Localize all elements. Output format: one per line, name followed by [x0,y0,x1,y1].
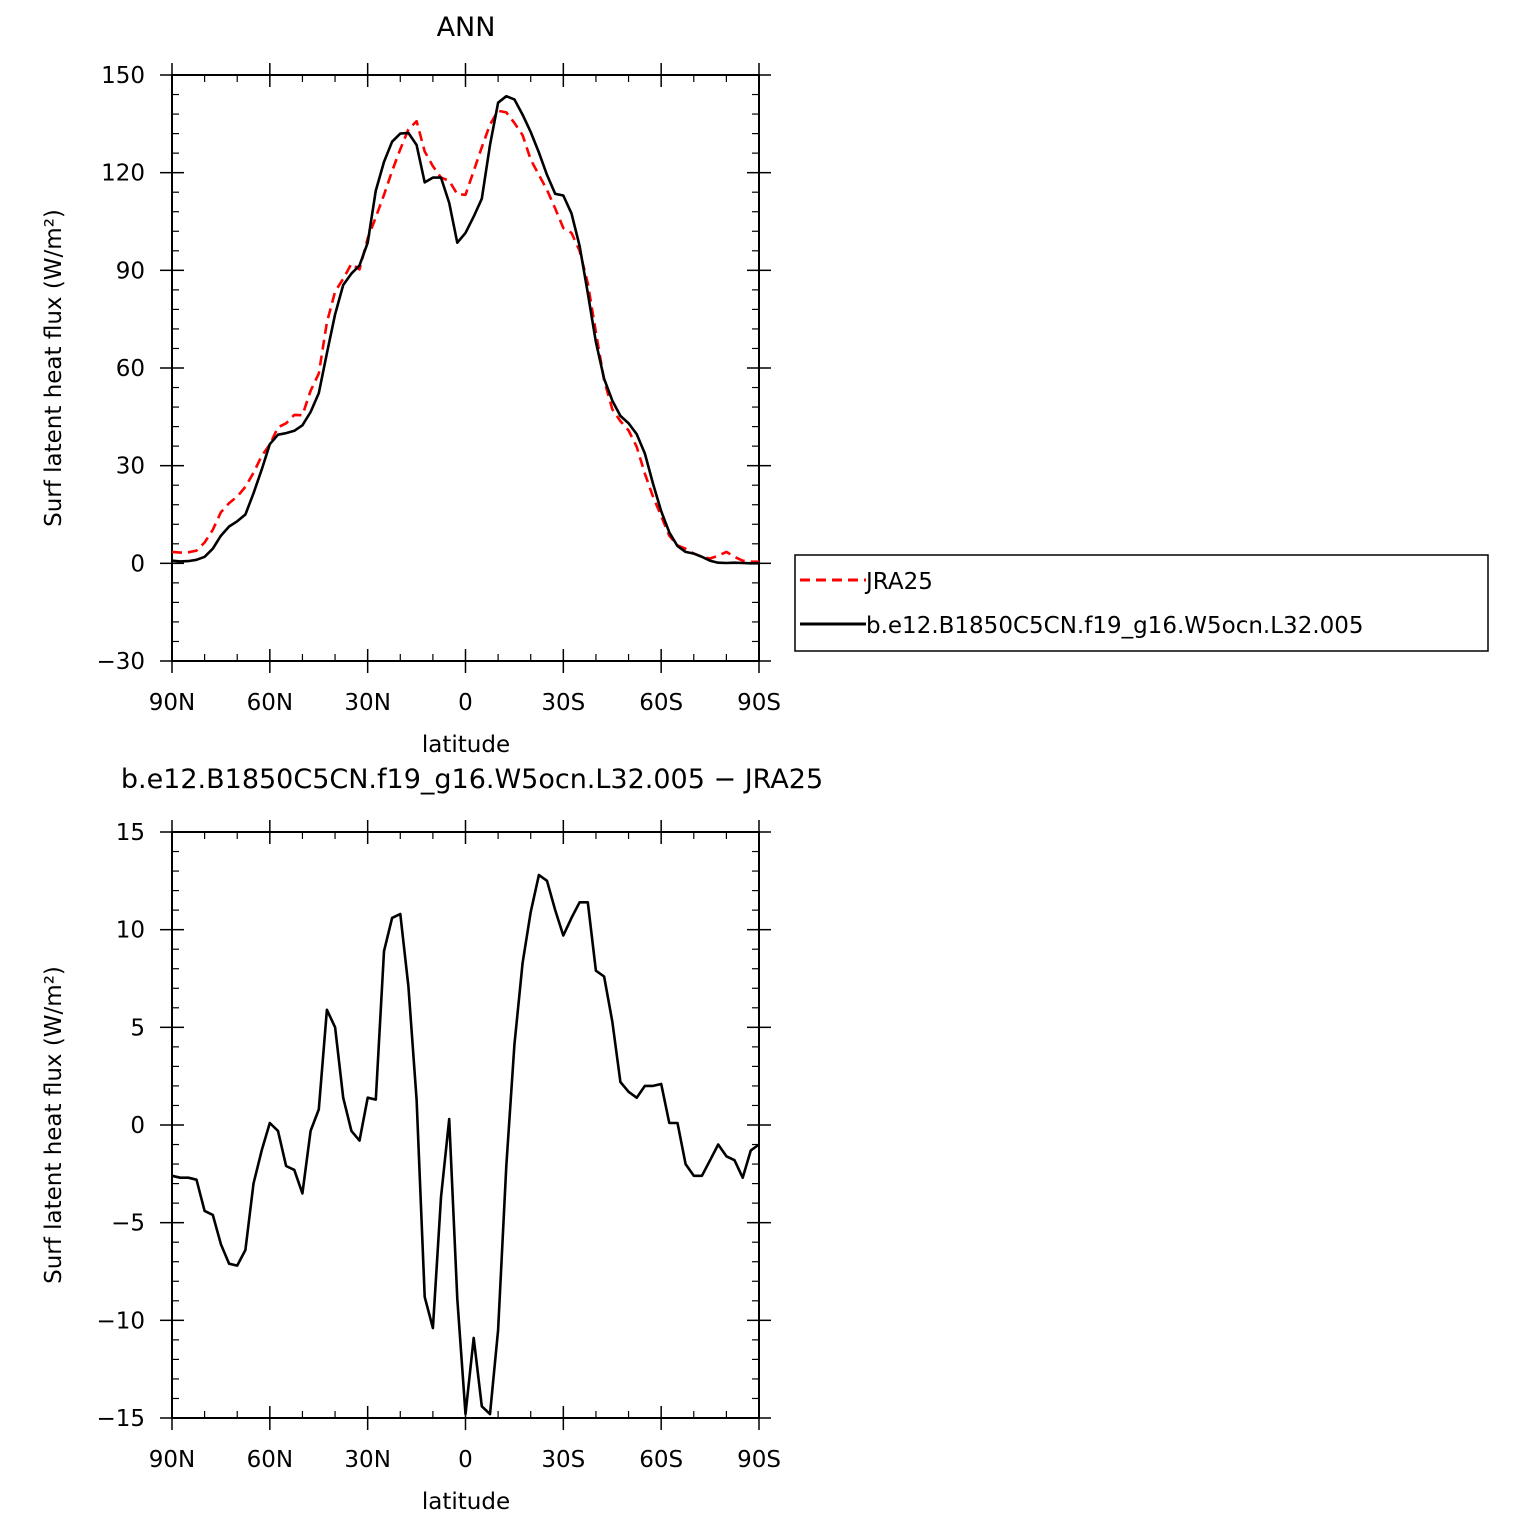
y-tick-label: −15 [96,1406,145,1432]
chart-title: ANN [437,12,496,43]
x-tick-label: 90N [149,1447,195,1473]
y-tick-label: 60 [116,356,145,382]
x-tick-label: 90N [149,690,195,716]
top-panel: ANN 90N 60N 30N 0 30S 60S 90S−300306090120150 … [41,12,781,758]
y-tick-label: 0 [130,1113,145,1139]
chart-title: b.e12.B1850C5CN.f19_g16.W5ocn.L32.005 − … [121,764,823,795]
x-tick-label: 30S [541,690,585,716]
x-tick-label: 90S [737,1447,781,1473]
x-tick-label: 0 [458,1447,473,1473]
y-tick-label: −5 [111,1211,145,1237]
x-tick-label: 30N [344,1447,390,1473]
plot-frame [171,831,760,1419]
bottom-panel: b.e12.B1850C5CN.f19_g16.W5ocn.L32.005 − … [41,764,823,1515]
x-tick-label: 0 [458,690,473,716]
legend-label-model: b.e12.B1850C5CN.f19_g16.W5ocn.L32.005 [866,613,1364,639]
x-axis-label: latitude [422,732,510,758]
y-axis-label: Surf latent heat flux (W/m²) [41,966,67,1284]
y-tick-label: 10 [116,918,145,944]
series-layer [171,94,759,565]
y-tick-label: −30 [96,649,145,675]
legend-label-jra25: JRA25 [864,569,933,595]
legend: JRA25 b.e12.B1850C5CN.f19_g16.W5ocn.L32.… [794,554,1489,652]
axis-ticks: 90N 60N 30N 0 30S 60S 90S −30 0 30 60 90 120 150 [96,63,781,716]
legend-box [794,554,1489,652]
y-tick-label: 30 [116,454,145,480]
x-axis-label: latitude [422,1489,510,1515]
plot-frame [171,74,760,662]
series-line-difference [171,873,760,1416]
x-tick-label: 60S [639,1447,683,1473]
y-tick-label: 90 [116,258,145,284]
series-line-b-e12-b1850c5cn-f19-g16-w5ocn-l32-005 [171,94,759,565]
axis-ticks: 90N 60N 30N 0 30S 60S 90S −15 −10 −5 0 5 10 15 [96,820,781,1473]
y-tick-label: 150 [101,63,145,89]
y-axis-label: Surf latent heat flux (W/m²) [41,209,67,527]
y-tick-label: −10 [96,1308,145,1334]
y-tick-label: 5 [130,1015,145,1041]
y-tick-label: 0 [130,551,145,577]
y-tick-label: 120 [101,161,145,187]
series-layer [171,873,760,1416]
series-line-jra25 [171,109,759,563]
x-tick-label: 60S [639,690,683,716]
x-tick-label: 30S [541,1447,585,1473]
y-tick-label: 15 [116,820,145,846]
x-tick-label: 60N [247,690,293,716]
x-tick-label: 90S [737,690,781,716]
x-tick-label: 60N [247,1447,293,1473]
x-tick-label: 30N [344,690,390,716]
